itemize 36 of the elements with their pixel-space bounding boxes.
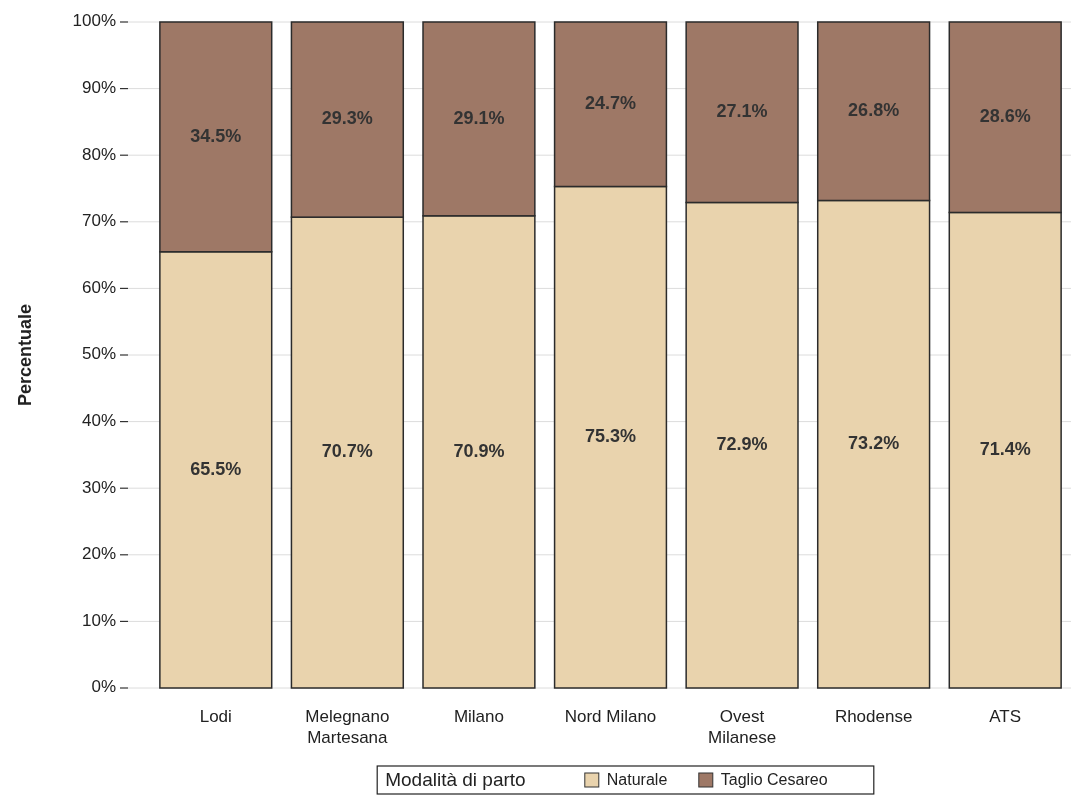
data-label: 26.8% [848,99,900,120]
x-tick-label: Melegnano Martesana [305,707,390,747]
data-label: 70.9% [453,440,505,461]
data-label: 70.7% [321,441,373,462]
y-axis-title: Percentuale [14,303,35,407]
legend-label: Taglio Cesareo [720,771,828,789]
data-label: 34.5% [190,125,242,146]
y-tick-label: 70% [81,211,116,231]
data-label: 24.7% [584,93,637,113]
data-label: 27.1% [716,100,768,121]
x-tick-label: Lodi [199,707,232,726]
y-tick-label: 30% [81,477,116,497]
y-tick-label: 60% [81,277,116,297]
y-tick-label: 20% [81,544,116,564]
y-tick-label: 90% [81,78,116,98]
x-tick-label: Ovest Milanese [708,707,777,747]
data-label: 29.1% [453,107,505,128]
y-tick-label: 100% [72,11,116,31]
data-label: 28.6% [979,105,1031,126]
x-tick-label: Milano [453,707,504,726]
y-tick-label: 40% [81,411,116,431]
y-tick-label: 0% [91,677,116,697]
y-tick-label: 80% [81,144,116,164]
y-tick-label: 50% [81,344,116,364]
data-label: 75.3% [584,426,637,446]
data-label: 65.5% [190,458,242,479]
x-tick-label: ATS [989,707,1022,726]
data-label: 72.9% [716,433,768,454]
y-tick-label: 10% [81,610,116,630]
legend-label: Naturale [606,771,668,789]
legend-title: Modalità di parto [385,769,526,791]
data-label: 29.3% [321,108,373,129]
data-label: 73.2% [848,432,900,453]
x-tick-label: Rhodense [834,707,913,726]
x-tick-label: Nord Milano [564,707,657,726]
data-label: 71.4% [979,438,1031,459]
